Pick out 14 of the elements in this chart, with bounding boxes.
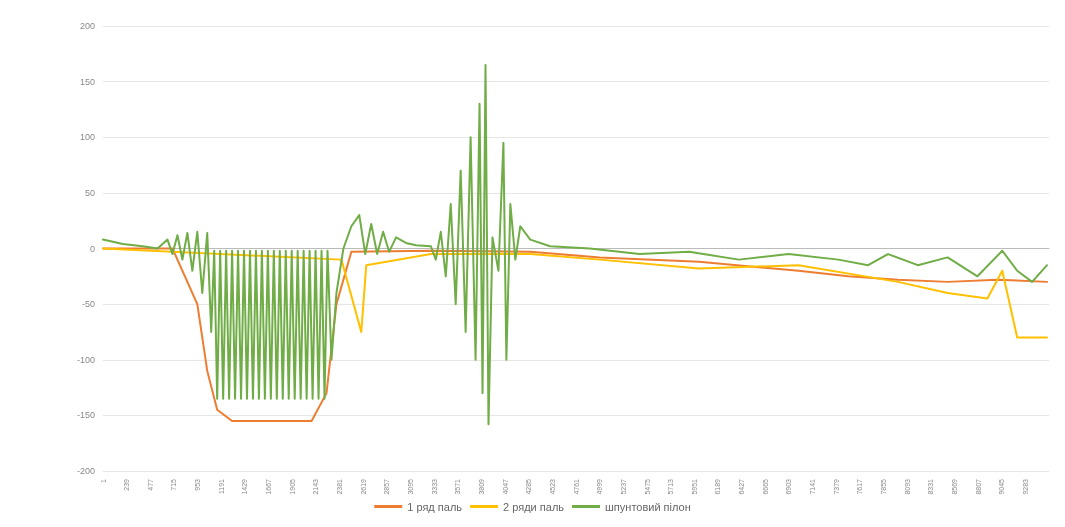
y-tick-label: 200	[79, 21, 95, 31]
y-tick-label: 150	[79, 76, 95, 87]
y-tick-label: 50	[84, 187, 95, 198]
y-tick-label: 100	[79, 132, 95, 143]
y-tick-label: -100	[76, 354, 95, 365]
legend-label: 1 ряд паль	[407, 500, 463, 513]
y-tick-label: -150	[76, 410, 95, 421]
y-tick-label: 0	[89, 243, 95, 254]
line-series	[102, 247, 1049, 339]
legend-label: шпунтовий пілон	[605, 500, 691, 513]
legend-label: 2 ряди паль	[503, 500, 565, 513]
y-tick-label: -200	[76, 466, 95, 476]
y-tick-label: -50	[81, 299, 95, 310]
line-series	[102, 63, 1049, 426]
